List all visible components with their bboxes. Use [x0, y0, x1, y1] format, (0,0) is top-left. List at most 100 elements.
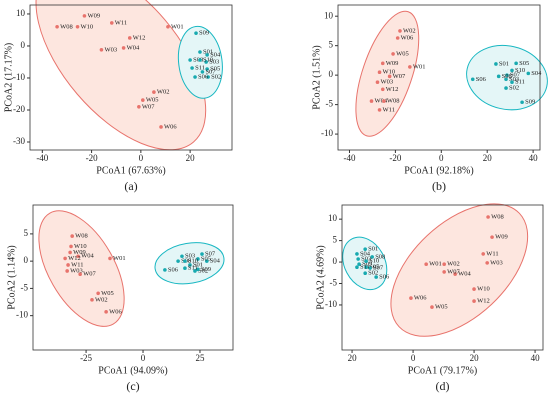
- x-tick-label: 20: [483, 153, 493, 163]
- point: [108, 256, 112, 261]
- point-label: W07: [142, 103, 155, 110]
- point-label: S03: [185, 253, 195, 260]
- group-ellipse: [466, 44, 548, 111]
- y-tick-label: -10: [325, 299, 337, 309]
- point: [68, 250, 72, 255]
- point: [485, 261, 489, 265]
- point: [196, 257, 200, 261]
- point: [380, 61, 385, 66]
- point-label: W05: [396, 50, 409, 57]
- point: [374, 275, 378, 279]
- x-tick-label: 20: [186, 153, 196, 163]
- point: [409, 296, 413, 300]
- point-label: S02: [211, 74, 221, 81]
- point-label: S04: [210, 258, 221, 265]
- point: [78, 272, 82, 277]
- point: [370, 255, 374, 259]
- point: [206, 75, 210, 79]
- point: [496, 74, 501, 79]
- point-label: S02: [198, 267, 208, 274]
- point-label: S10: [369, 258, 379, 265]
- point-label: S01: [499, 60, 509, 67]
- group-ellipse: [355, 10, 420, 137]
- point: [481, 252, 486, 256]
- point: [510, 80, 514, 85]
- point: [398, 29, 402, 33]
- point: [200, 252, 204, 256]
- point: [180, 254, 184, 259]
- point: [90, 298, 94, 302]
- point: [408, 65, 412, 69]
- y-tick-label: -5: [326, 99, 334, 109]
- point-label: S06: [168, 266, 179, 273]
- plot-frame: [32, 204, 234, 351]
- x-axis-label: PCoA1 (67.63%): [96, 165, 165, 176]
- panel: 20 0 20 40 10 5 0 -5 -10 PCoA1 (79.17%) PCoA2 (4.6…: [315, 203, 544, 393]
- point-label: S08: [375, 253, 385, 260]
- y-axis-label: PCoA2 (1.51%): [311, 45, 322, 109]
- y-axis-label: PCoA2 (4.69%): [315, 245, 326, 309]
- y-tick-label: -5: [21, 282, 29, 292]
- panel: -40 -20 0 20 40 10 5 0 -5 -10 PCoA1 (92.18%) PCoA2 …: [311, 4, 548, 193]
- point: [204, 60, 208, 64]
- point: [430, 305, 434, 309]
- point-label: W06: [401, 34, 414, 41]
- point-label: S06: [476, 76, 487, 83]
- point: [141, 98, 145, 102]
- point-label: W12: [477, 298, 490, 305]
- point-label: W05: [435, 304, 448, 311]
- point-label: W04: [458, 271, 471, 278]
- point: [198, 50, 202, 54]
- point: [194, 31, 198, 35]
- y-tick-label: 5: [24, 228, 29, 238]
- point: [55, 24, 59, 29]
- point-label: S01: [193, 261, 203, 268]
- x-tick-label: 20: [470, 353, 480, 363]
- x-tick-label: 0: [141, 353, 146, 363]
- point-label: S07: [373, 265, 384, 272]
- point-label: S05: [519, 60, 529, 67]
- y-tick-label: -10: [16, 310, 28, 320]
- point-label: W12: [133, 34, 146, 41]
- point-label: W09: [386, 60, 399, 67]
- x-tick-label: -40: [343, 153, 355, 163]
- point-label: W11: [486, 250, 498, 257]
- point-label: W10: [477, 286, 490, 293]
- point-label: S03: [361, 256, 371, 263]
- y-tick-label: -20: [13, 104, 25, 114]
- point-label: W10: [383, 69, 396, 76]
- point-label: W06: [164, 123, 177, 130]
- point: [355, 252, 359, 256]
- y-tick-label: -5: [330, 278, 338, 288]
- plot-frame: [341, 204, 544, 351]
- x-tick-label: -40: [36, 153, 48, 163]
- point: [424, 262, 428, 267]
- y-tick-label: 0: [333, 256, 338, 266]
- point: [505, 73, 509, 77]
- point-label: S09: [525, 99, 535, 106]
- point-label: W03: [490, 259, 503, 266]
- point: [377, 70, 382, 74]
- y-tick-label: 0: [24, 255, 29, 265]
- point-label: W11: [71, 261, 83, 268]
- point-label: W03: [380, 79, 393, 86]
- x-tick-label: 0: [439, 153, 444, 163]
- x-tick-label: 20: [348, 353, 358, 363]
- x-tick-label: 0: [411, 353, 416, 363]
- x-axis-label: PCoA1 (94.09%): [98, 365, 167, 376]
- point-label: W08: [491, 213, 504, 220]
- point-label: W08: [60, 23, 73, 30]
- point: [96, 291, 100, 296]
- point-label: W01: [113, 255, 126, 262]
- point: [486, 215, 490, 219]
- point: [205, 259, 209, 263]
- point: [69, 244, 73, 249]
- point: [193, 269, 197, 273]
- point-label: S04: [531, 70, 542, 77]
- point-label: W10: [74, 243, 87, 250]
- point: [395, 36, 400, 40]
- point-label: W09: [73, 249, 86, 256]
- point-label: W03: [70, 267, 83, 274]
- point: [188, 263, 192, 267]
